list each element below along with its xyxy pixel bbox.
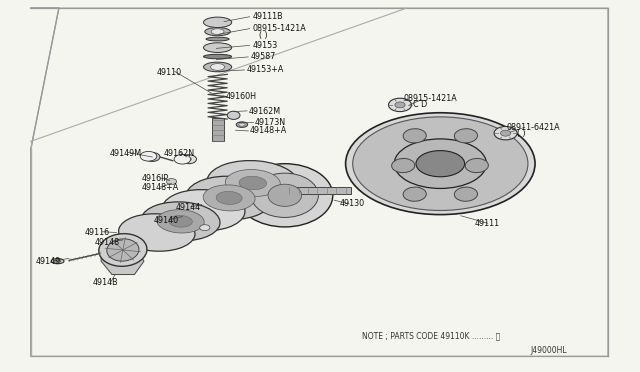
Ellipse shape [392, 158, 415, 173]
Ellipse shape [227, 111, 240, 119]
Text: 08915-1421A: 08915-1421A [403, 94, 457, 103]
Ellipse shape [454, 187, 477, 201]
Text: 49111: 49111 [475, 219, 500, 228]
Circle shape [395, 102, 405, 108]
Ellipse shape [205, 28, 230, 36]
Text: 49148+A: 49148+A [250, 126, 287, 135]
Text: C D: C D [413, 100, 427, 109]
Ellipse shape [118, 214, 195, 251]
Text: 49144: 49144 [176, 203, 201, 212]
Text: 49173N: 49173N [255, 118, 286, 126]
Text: 49148+A: 49148+A [142, 183, 179, 192]
Ellipse shape [236, 122, 248, 127]
Ellipse shape [51, 259, 64, 264]
Bar [212, 118, 224, 141]
Ellipse shape [216, 192, 242, 204]
Ellipse shape [211, 29, 224, 35]
Ellipse shape [239, 176, 267, 190]
Ellipse shape [252, 173, 319, 217]
Text: ( ): ( ) [517, 129, 525, 138]
Text: 4916IP: 4916IP [142, 174, 169, 183]
Circle shape [388, 98, 412, 112]
Ellipse shape [268, 184, 301, 206]
Text: 08911-6421A: 08911-6421A [507, 123, 561, 132]
Text: 49149: 49149 [35, 257, 60, 266]
Text: 49110: 49110 [157, 68, 182, 77]
Ellipse shape [211, 64, 225, 70]
Circle shape [140, 151, 157, 161]
Circle shape [145, 153, 160, 161]
Ellipse shape [204, 62, 232, 72]
Ellipse shape [141, 202, 220, 241]
Ellipse shape [454, 129, 477, 143]
Circle shape [186, 158, 191, 161]
Text: ( ): ( ) [259, 31, 268, 40]
Text: 49153: 49153 [253, 41, 278, 50]
Ellipse shape [403, 129, 426, 143]
Text: 49162M: 49162M [248, 107, 280, 116]
Ellipse shape [203, 185, 255, 211]
Ellipse shape [346, 113, 535, 215]
Ellipse shape [353, 117, 528, 211]
Ellipse shape [225, 170, 280, 196]
Text: 49116: 49116 [84, 228, 109, 237]
Ellipse shape [394, 139, 486, 189]
Ellipse shape [204, 54, 232, 59]
Ellipse shape [403, 187, 426, 201]
Ellipse shape [239, 123, 245, 126]
Text: 49148: 49148 [95, 238, 120, 247]
Ellipse shape [168, 215, 193, 227]
Ellipse shape [162, 190, 245, 231]
Text: 49130: 49130 [339, 199, 364, 208]
Ellipse shape [465, 158, 488, 173]
Circle shape [174, 154, 191, 164]
Circle shape [166, 179, 177, 185]
Text: NOTE ; PARTS CODE 49110K ......... Ⓐ: NOTE ; PARTS CODE 49110K ......... Ⓐ [362, 331, 500, 340]
Ellipse shape [157, 210, 204, 233]
Ellipse shape [206, 37, 229, 41]
Bar [287, 187, 351, 194]
Ellipse shape [204, 17, 232, 28]
Text: J49000HL: J49000HL [530, 346, 566, 355]
Ellipse shape [54, 260, 61, 263]
Text: 4914B: 4914B [93, 278, 118, 287]
Text: 49153+A: 49153+A [246, 65, 284, 74]
Polygon shape [101, 237, 144, 275]
Ellipse shape [107, 239, 139, 261]
Text: 49587: 49587 [251, 52, 276, 61]
Text: 49149M: 49149M [110, 149, 142, 158]
Ellipse shape [207, 161, 299, 205]
Text: 49160H: 49160H [225, 92, 256, 101]
Ellipse shape [204, 43, 232, 52]
Ellipse shape [416, 151, 465, 177]
Circle shape [200, 225, 210, 231]
Circle shape [181, 155, 196, 164]
Ellipse shape [186, 176, 273, 219]
Text: 49162N: 49162N [163, 149, 195, 158]
Circle shape [148, 155, 156, 159]
Text: 49111B: 49111B [253, 12, 284, 21]
Circle shape [500, 130, 511, 136]
Ellipse shape [99, 234, 147, 266]
Ellipse shape [237, 164, 333, 227]
Text: 08915-1421A: 08915-1421A [253, 24, 307, 33]
Text: 49140: 49140 [154, 216, 179, 225]
Circle shape [494, 126, 517, 140]
